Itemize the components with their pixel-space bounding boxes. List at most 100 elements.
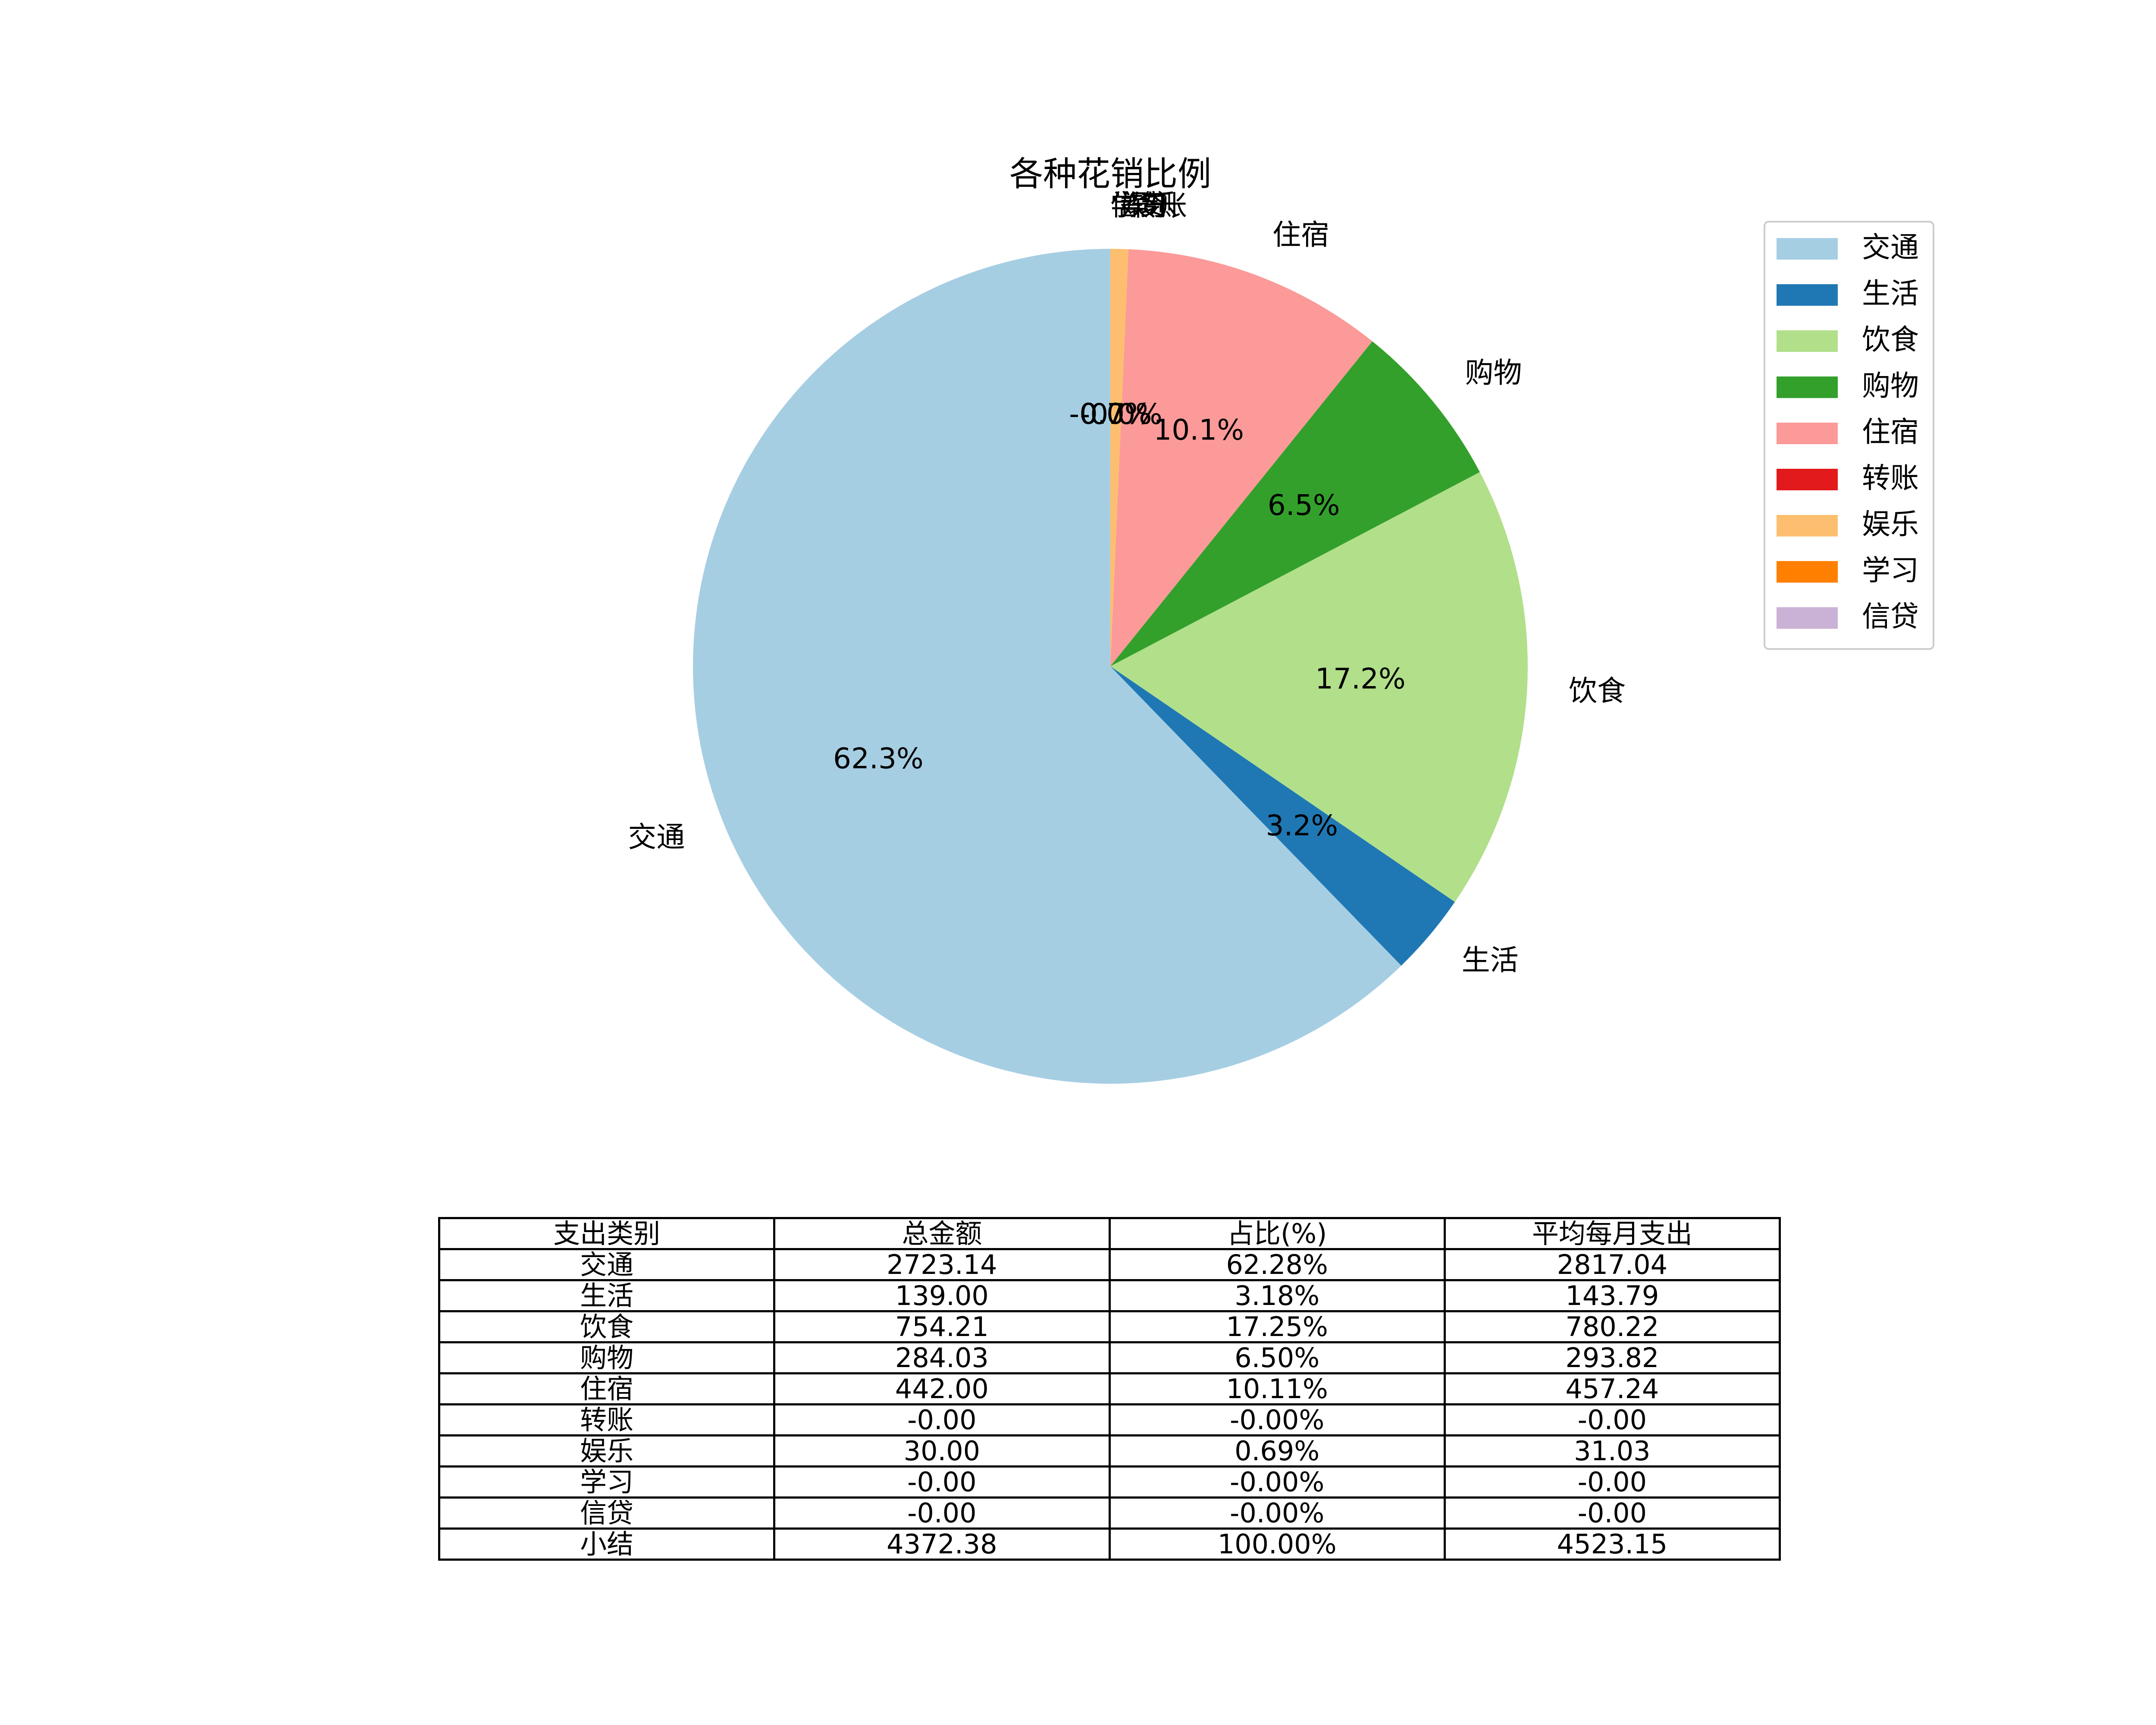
slice-5-label: 住宿: [1272, 218, 1329, 251]
slice-1-percent: 62.3%: [833, 742, 924, 775]
table-header-cell-2: 总金额: [773, 1217, 1111, 1250]
slice-3-wedge: [1110, 472, 1528, 902]
table-row: 学习 -0.00 -0.00% -0.00: [438, 1465, 1781, 1499]
slice-1-wedge: [693, 249, 1401, 1084]
table-cell-r6-c1: 转账: [438, 1403, 776, 1436]
slice-9-percent: -0.0%: [1069, 397, 1152, 430]
table-cell-r1-c2: 2723.14: [773, 1248, 1111, 1281]
legend-swatch-4: [1777, 376, 1838, 398]
table-cell-r9-c2: -0.00: [773, 1496, 1111, 1530]
table-cell-r6-c3: -0.00%: [1108, 1403, 1446, 1436]
slice-7-label: 娱乐: [1120, 189, 1177, 222]
table-cell-r10-c2: 4372.38: [773, 1527, 1111, 1561]
table-cell-r3-c1: 饮食: [438, 1310, 776, 1343]
table-header-cell-3: 占比(%): [1108, 1217, 1446, 1250]
table-cell-r1-c1: 交通: [438, 1248, 776, 1281]
legend-label-8: 学习: [1862, 554, 1919, 587]
slice-3-label: 饮食: [1569, 674, 1626, 708]
legend-swatch-5: [1777, 423, 1838, 444]
table-row: 住宿 442.00 10.11% 457.24: [438, 1372, 1781, 1405]
table-cell-r4-c3: 6.50%: [1108, 1341, 1446, 1374]
summary-table: 支出类别 总金额 占比(%) 平均每月支出 交通 2723.14 62.28% 2817.0…: [438, 1217, 1781, 1561]
slice-2-label: 生活: [1462, 944, 1519, 977]
legend-swatch-7: [1777, 515, 1838, 536]
legend-label-7: 娱乐: [1862, 508, 1919, 541]
legend-label-5: 住宿: [1862, 415, 1919, 448]
pie-percent-labels: 62.3%3.2%17.2%6.5%10.1%-0.0%0.7%-0.0%-0.…: [833, 397, 1406, 842]
table-body: 交通 2723.14 62.28% 2817.04 生活 139.00 3.18% 143.7…: [438, 1248, 1781, 1561]
table-row: 转账 -0.00 -0.00% -0.00: [438, 1403, 1781, 1436]
table-cell-r10-c3: 100.00%: [1108, 1527, 1446, 1561]
legend-label-6: 转账: [1862, 461, 1919, 495]
chart-title: 各种花销比例: [1009, 155, 1211, 194]
table-cell-r5-c1: 住宿: [438, 1372, 776, 1405]
legend-label-1: 交通: [1862, 231, 1919, 264]
table-cell-r10-c1: 小结: [438, 1527, 776, 1561]
legend-swatch-1: [1777, 238, 1838, 260]
table-cell-r8-c1: 学习: [438, 1465, 776, 1499]
table-cell-r7-c4: 31.03: [1443, 1434, 1781, 1468]
table-header-row: 支出类别 总金额 占比(%) 平均每月支出: [438, 1217, 1781, 1250]
pie-slices: [693, 249, 1528, 1084]
table-cell-r1-c4: 2817.04: [1443, 1248, 1781, 1281]
legend-swatch-2: [1777, 284, 1838, 306]
slice-7-wedge: [1110, 249, 1128, 666]
table-cell-r7-c3: 0.69%: [1108, 1434, 1446, 1468]
table-cell-r1-c3: 62.28%: [1108, 1248, 1446, 1281]
table-row: 信贷 -0.00 -0.00% -0.00: [438, 1496, 1781, 1530]
table-row: 交通 2723.14 62.28% 2817.04: [438, 1248, 1781, 1281]
slice-8-percent: -0.0%: [1069, 397, 1152, 430]
table-cell-r3-c2: 754.21: [773, 1310, 1111, 1343]
slice-4-wedge: [1110, 341, 1480, 666]
legend-swatch-3: [1777, 330, 1838, 352]
slice-6-percent: -0.0%: [1080, 398, 1163, 431]
table-cell-r2-c3: 3.18%: [1108, 1279, 1446, 1312]
table-cell-r2-c4: 143.79: [1443, 1279, 1781, 1312]
table-row: 小结 4372.38 100.00% 4523.15: [438, 1527, 1781, 1561]
table-cell-r2-c1: 生活: [438, 1279, 776, 1312]
table-cell-r7-c1: 娱乐: [438, 1434, 776, 1468]
table-header-cell-1: 支出类别: [438, 1217, 776, 1250]
table-cell-r8-c2: -0.00: [773, 1465, 1111, 1499]
table-row: 饮食 754.21 17.25% 780.22: [438, 1310, 1781, 1343]
slice-2-percent: 3.2%: [1266, 809, 1338, 842]
table-cell-r4-c2: 284.03: [773, 1341, 1111, 1374]
table-row: 购物 284.03 6.50% 293.82: [438, 1341, 1781, 1374]
table-cell-r9-c1: 信贷: [438, 1496, 776, 1530]
table-header-cell-4: 平均每月支出: [1443, 1217, 1781, 1250]
slice-7-percent: 0.7%: [1080, 397, 1152, 430]
table-cell-r2-c2: 139.00: [773, 1279, 1111, 1312]
legend-label-2: 生活: [1862, 277, 1919, 310]
table-cell-r3-c4: 780.22: [1443, 1310, 1781, 1343]
legend-frame: [1764, 221, 1934, 650]
legend-swatch-6: [1777, 469, 1838, 490]
slice-5-percent: 10.1%: [1153, 414, 1244, 447]
table-cell-r4-c1: 购物: [438, 1341, 776, 1374]
slice-5-wedge: [1110, 249, 1373, 666]
table-cell-r9-c3: -0.00%: [1108, 1496, 1446, 1530]
slice-1-label: 交通: [628, 821, 685, 854]
table-cell-r10-c4: 4523.15: [1443, 1527, 1781, 1561]
slice-9-label: 信贷: [1110, 188, 1167, 222]
table-cell-r6-c2: -0.00: [773, 1403, 1111, 1436]
slice-8-label: 学习: [1110, 188, 1167, 222]
table-cell-r7-c2: 30.00: [773, 1434, 1111, 1468]
table-cell-r8-c4: -0.00: [1443, 1465, 1781, 1499]
legend-label-9: 信贷: [1862, 600, 1919, 633]
slice-6-label: 转账: [1130, 189, 1187, 222]
table-row: 生活 139.00 3.18% 143.79: [438, 1279, 1781, 1312]
legend-label-4: 购物: [1862, 369, 1919, 402]
table-cell-r5-c3: 10.11%: [1108, 1372, 1446, 1405]
legend-label-3: 饮食: [1862, 323, 1919, 356]
table-cell-r9-c4: -0.00: [1443, 1496, 1781, 1530]
slice-3-percent: 17.2%: [1315, 662, 1406, 696]
table-row: 娱乐 30.00 0.69% 31.03: [438, 1434, 1781, 1468]
table-cell-r8-c3: -0.00%: [1108, 1465, 1446, 1499]
slice-2-wedge: [1110, 666, 1455, 966]
slice-4-percent: 6.5%: [1268, 489, 1340, 522]
legend-swatch-8: [1777, 561, 1838, 583]
table-cell-r5-c4: 457.24: [1443, 1372, 1781, 1405]
